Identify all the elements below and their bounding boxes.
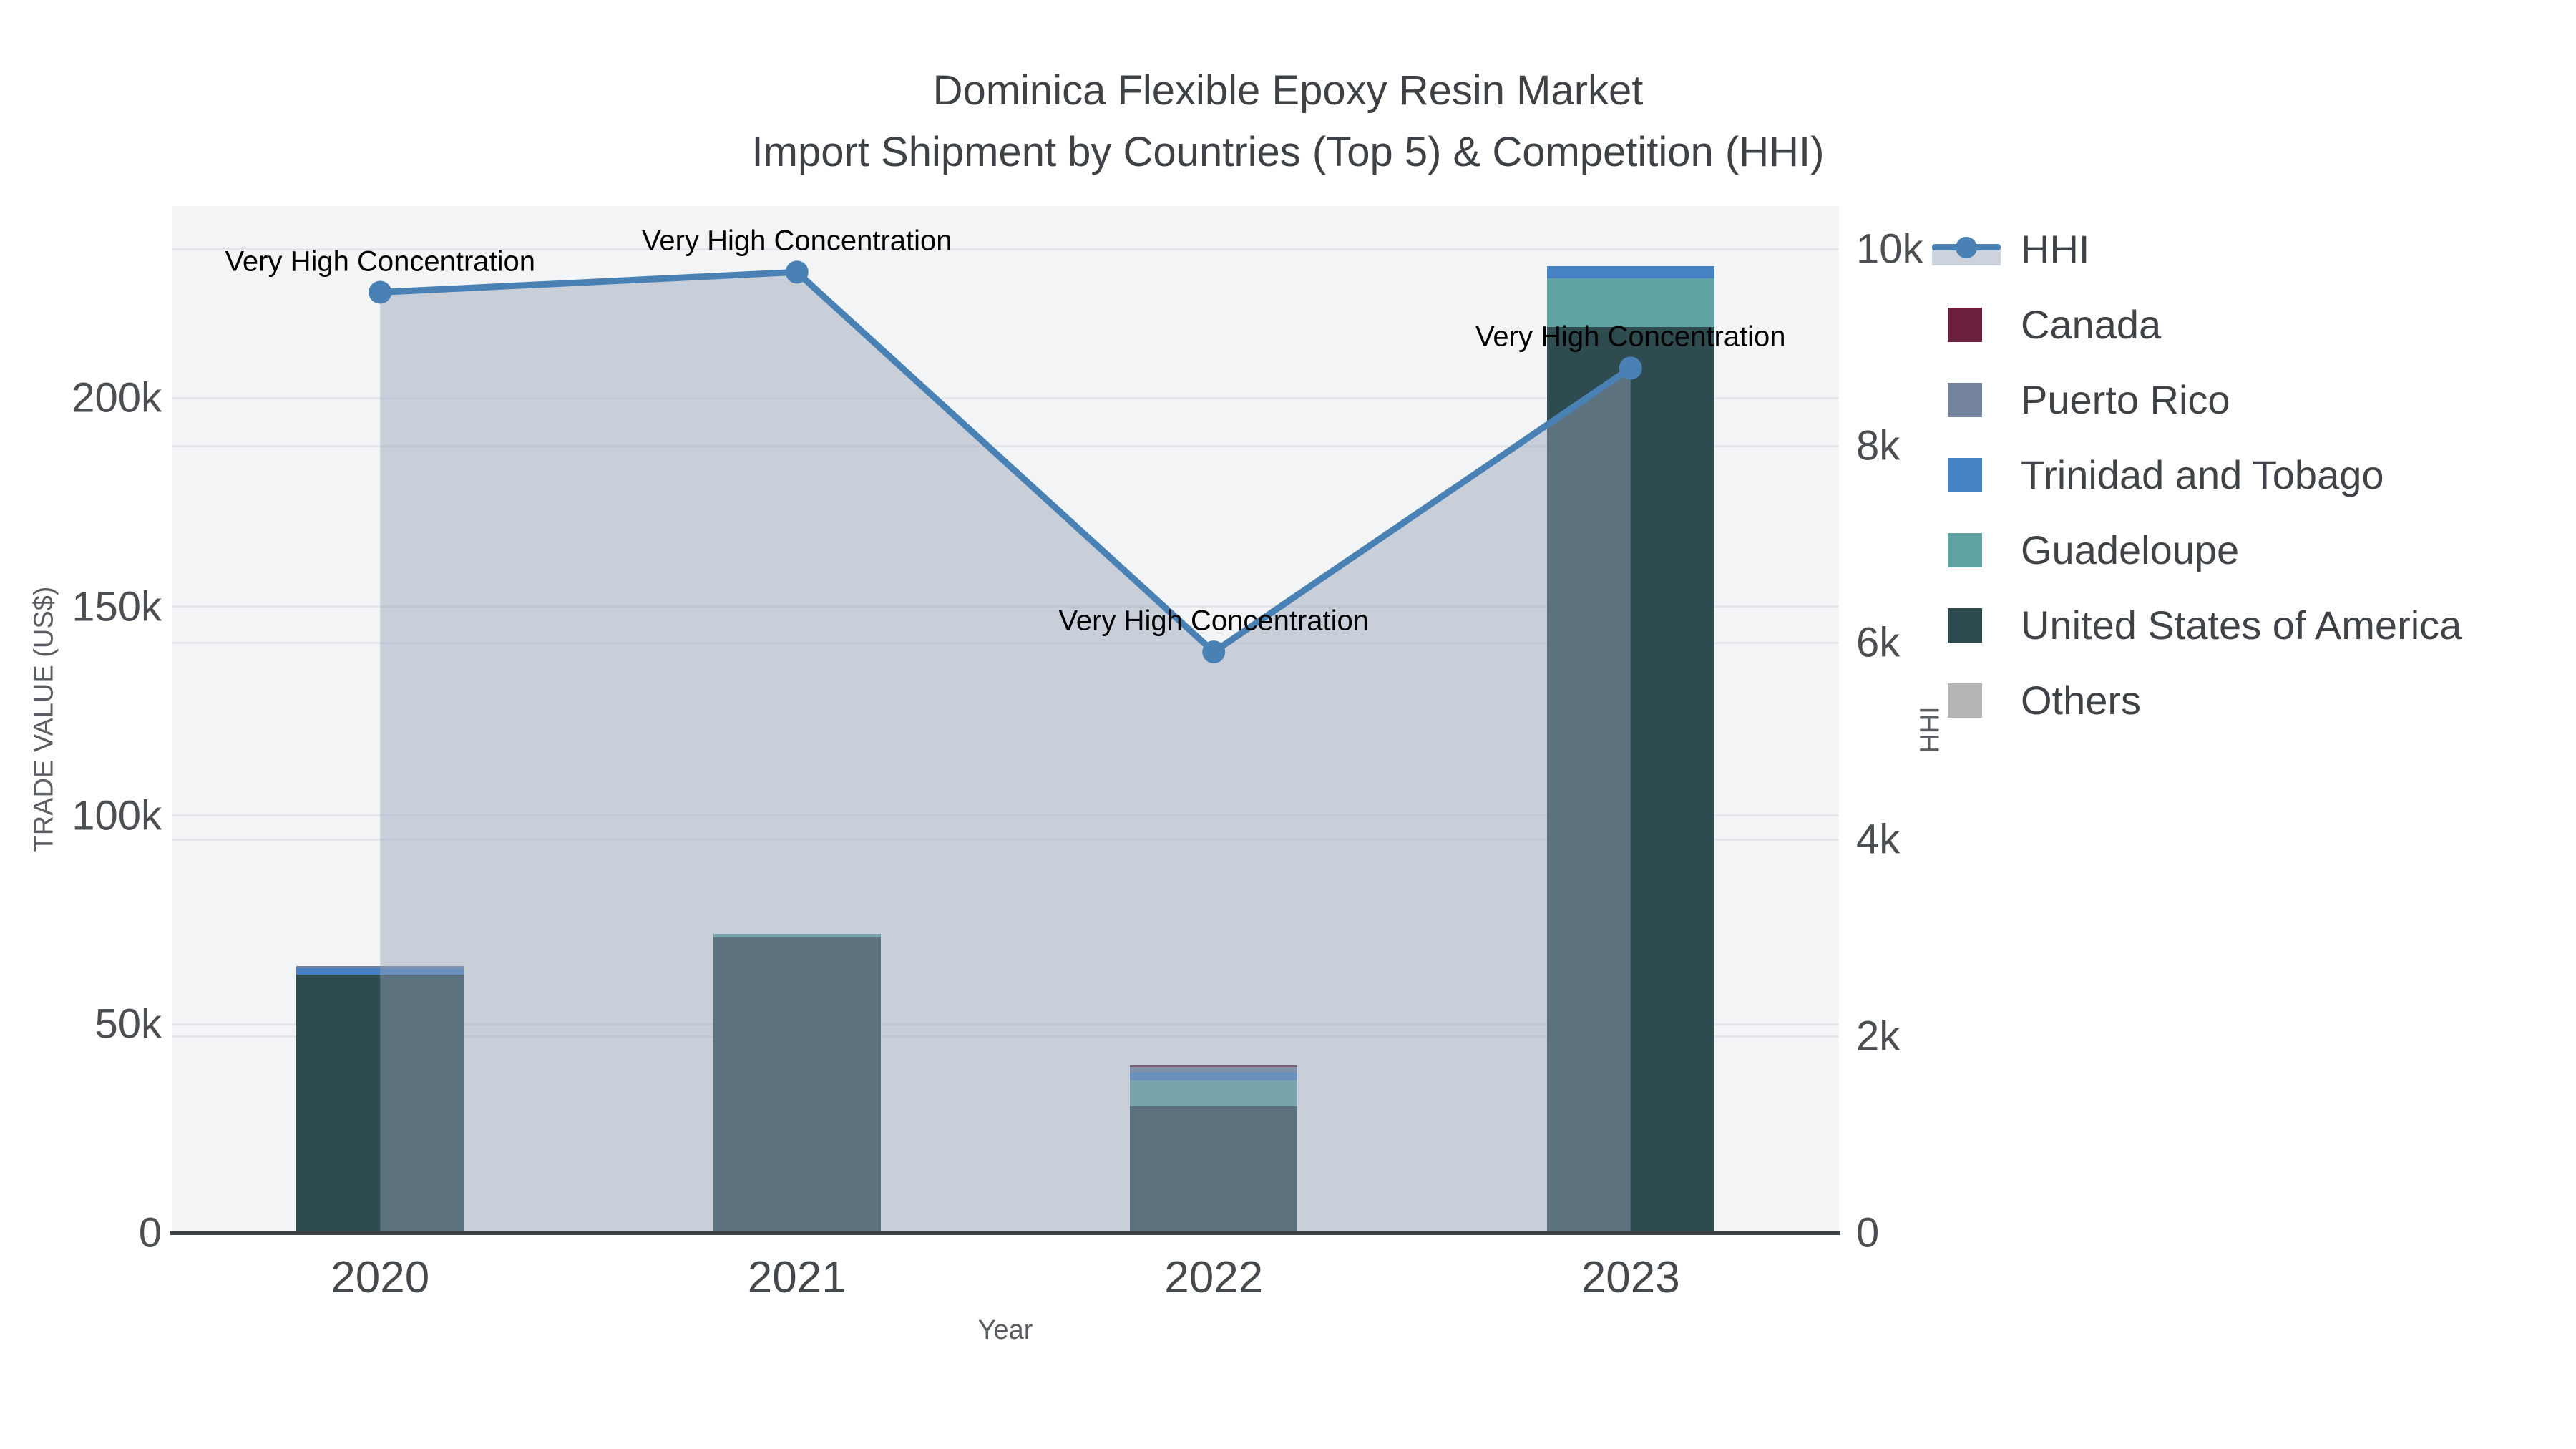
legend-label: Trinidad and Tobago [2021,452,2384,497]
x-tick-2020: 2020 [331,1253,430,1302]
color-swatch [1948,532,1982,567]
hhi-marker-2023[interactable] [1619,356,1642,380]
y-left-tick-150k: 150k [72,583,162,630]
legend-item-others[interactable]: Others [1932,677,2462,723]
hhi-marker-2021[interactable] [785,260,809,284]
legend-item-hhi[interactable]: HHI [1932,226,2462,273]
bar-segment-puerto-rico-2022[interactable] [1130,1067,1298,1073]
x-axis-title: Year [977,1315,1033,1345]
annotation-2021: Very High Concentration [641,225,952,257]
legend-item-united-states-of-america[interactable]: United States of America [1932,602,2462,648]
legend-item-puerto-rico[interactable]: Puerto Rico [1932,376,2462,423]
legend-label: Puerto Rico [2021,377,2230,422]
bar-segment-guadeloupe-2021[interactable] [713,933,881,937]
y-left-tick-100k: 100k [72,792,162,839]
legend-symbol-square [1932,380,2001,420]
y-right-tick-2k: 2k [1856,1013,1901,1060]
x-tick-2023: 2023 [1581,1253,1680,1302]
legend-item-canada[interactable]: Canada [1932,301,2462,348]
legend-item-guadeloupe[interactable]: Guadeloupe [1932,527,2462,573]
x-tick-2021: 2021 [747,1253,847,1302]
bar-segment-trinidad-and-tobago-2023[interactable] [1546,265,1714,279]
legend-symbol-square [1932,530,2001,570]
bar-segment-united-states-of-america-2022[interactable] [1130,1106,1298,1233]
bar-segment-guadeloupe-2023[interactable] [1546,278,1714,327]
gridline-left-50000 [172,1023,1839,1025]
x-tick-2022: 2022 [1164,1253,1264,1302]
color-swatch [1948,608,1982,643]
legend-label: Others [2021,678,2142,723]
gridline-right-2000 [172,1035,1839,1038]
bar-segment-trinidad-and-tobago-2022[interactable] [1130,1072,1298,1080]
hhi-marker-2022[interactable] [1202,640,1226,664]
chart-title: Dominica Flexible Epoxy Resin Market Imp… [0,60,2576,183]
chart-title-line2: Import Shipment by Countries (Top 5) & C… [751,129,1825,175]
color-swatch [1948,307,1982,342]
y-right-tick-0: 0 [1856,1209,1880,1257]
legend-item-trinidad-and-tobago[interactable]: Trinidad and Tobago [1932,452,2462,498]
bar-segment-united-states-of-america-2020[interactable] [296,974,464,1233]
hhi-marker-2020[interactable] [369,280,392,304]
y-right-tick-6k: 6k [1856,619,1901,666]
legend-symbol-square [1932,455,2001,495]
gridline-right-4000 [172,838,1839,841]
bar-segment-guadeloupe-2022[interactable] [1130,1080,1298,1106]
color-swatch [1948,457,1982,492]
y-left-tick-200k: 200k [72,374,162,421]
gridline-left-100000 [172,814,1839,816]
y-left-tick-0: 0 [138,1209,162,1257]
color-swatch [1948,382,1982,417]
annotation-2023: Very High Concentration [1475,321,1786,353]
legend-symbol-square [1932,605,2001,645]
legend-label: HHI [2021,227,2090,272]
legend: HHI Canada Puerto Rico Trinidad and Tobago G… [1932,226,2462,723]
legend-symbol-square [1932,305,2001,345]
y-right-tick-10k: 10k [1856,225,1923,273]
color-swatch [1948,683,1982,718]
bar-segment-united-states-of-america-2021[interactable] [713,937,881,1233]
legend-label: Canada [2021,302,2162,347]
chart-title-line1: Dominica Flexible Epoxy Resin Market [932,67,1644,114]
y-right-tick-4k: 4k [1856,816,1901,863]
bar-segment-united-states-of-america-2023[interactable] [1546,326,1714,1233]
y-left-tick-50k: 50k [94,1000,162,1048]
y-left-axis-title: TRADE VALUE (US$) [29,586,59,852]
bar-segment-canada-2022[interactable] [1130,1065,1298,1068]
annotation-2020: Very High Concentration [225,245,536,277]
hhi-marker-swatch [1956,236,1977,258]
gridline-right-10000 [172,248,1839,250]
x-axis-line [170,1231,1840,1235]
legend-symbol-square [1932,680,2001,721]
legend-label: United States of America [2021,602,2462,648]
legend-label: Guadeloupe [2021,527,2240,572]
bar-segment-puerto-rico-2020[interactable] [296,966,464,968]
annotation-2022: Very High Concentration [1058,605,1370,637]
y-right-tick-8k: 8k [1856,422,1901,469]
bar-segment-trinidad-and-tobago-2020[interactable] [296,967,464,975]
legend-symbol-line [1932,230,2001,270]
